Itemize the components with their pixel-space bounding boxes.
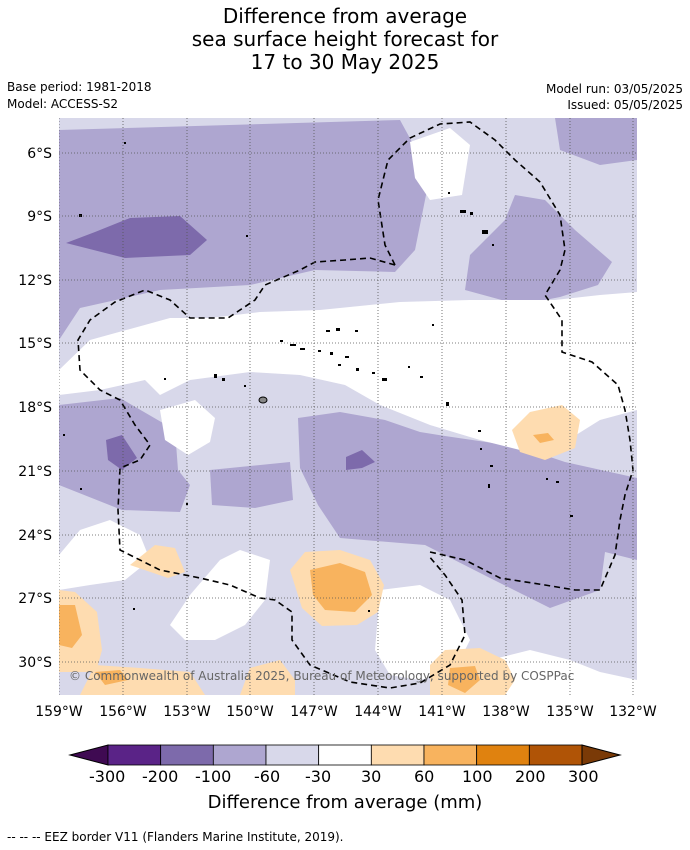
colorbar-swatch xyxy=(528,744,583,766)
colorbar-label: -200 xyxy=(142,767,179,786)
title-line-3: 17 to 30 May 2025 xyxy=(250,50,440,74)
colorbar-label: -100 xyxy=(195,767,232,786)
lon-label: 135°W xyxy=(546,704,594,720)
issued-date: Issued: 05/05/2025 xyxy=(567,98,683,112)
lat-label: 27°S xyxy=(18,591,52,607)
model-name: Model: ACCESS-S2 xyxy=(7,97,119,111)
colorbar xyxy=(68,744,622,766)
colorbar-swatch xyxy=(370,744,425,766)
colorbar-swatch xyxy=(160,744,214,766)
colorbar-label: -300 xyxy=(89,767,126,786)
lat-label: 15°S xyxy=(18,336,52,352)
colorbar-max-arrow xyxy=(581,744,622,766)
colorbar-min-arrow xyxy=(68,744,109,766)
colorbar-label: -60 xyxy=(254,767,281,786)
lon-label: 144°W xyxy=(354,704,402,720)
title-line-2: sea surface height forecast for xyxy=(191,27,499,51)
colorbar-swatch xyxy=(318,744,372,766)
lat-label: 18°S xyxy=(18,400,52,416)
colorbar-swatch xyxy=(423,744,478,766)
title-line-1: Difference from average xyxy=(222,4,468,28)
lat-label: 24°S xyxy=(18,528,52,544)
lat-label: 12°S xyxy=(18,273,52,289)
model-run: Model run: 03/05/2025 xyxy=(545,82,683,96)
lon-label: 159°W xyxy=(35,704,83,720)
lon-label: 132°W xyxy=(609,704,657,720)
copyright-notice: © Commonwealth of Australia 2025, Bureau… xyxy=(69,669,575,683)
colorbar-label: 200 xyxy=(515,767,546,786)
lat-label: 30°S xyxy=(18,655,52,671)
lat-label: 9°S xyxy=(27,209,52,225)
lon-label: 147°W xyxy=(290,704,338,720)
lon-label: 141°W xyxy=(418,704,466,720)
colorbar-label: -30 xyxy=(305,767,332,786)
lon-label: 153°W xyxy=(163,704,211,720)
colorbar-swatch xyxy=(212,744,267,766)
colorbar-label: 300 xyxy=(568,767,599,786)
base-period: Base period: 1981-2018 xyxy=(7,80,152,94)
colorbar-swatch xyxy=(476,744,530,766)
lat-label: 21°S xyxy=(18,464,52,480)
colorbar-swatch xyxy=(107,744,162,766)
lon-label: 156°W xyxy=(99,704,147,720)
colorbar-swatch xyxy=(265,744,320,766)
eez-footnote: -- -- -- EEZ border V11 (Flanders Marine… xyxy=(7,830,344,844)
colorbar-label: 100 xyxy=(462,767,493,786)
colorbar-title: Difference from average (mm) xyxy=(207,792,483,813)
lon-label: 150°W xyxy=(226,704,274,720)
colorbar-label: 30 xyxy=(361,767,382,786)
anomaly-field xyxy=(59,118,637,695)
colorbar-label: 60 xyxy=(414,767,435,786)
map-figure: 6°S 9°S 12°S 15°S 18°S 21°S 24°S 27°S 30… xyxy=(18,118,657,766)
lon-label: 138°W xyxy=(482,704,530,720)
lat-label: 6°S xyxy=(27,146,52,162)
